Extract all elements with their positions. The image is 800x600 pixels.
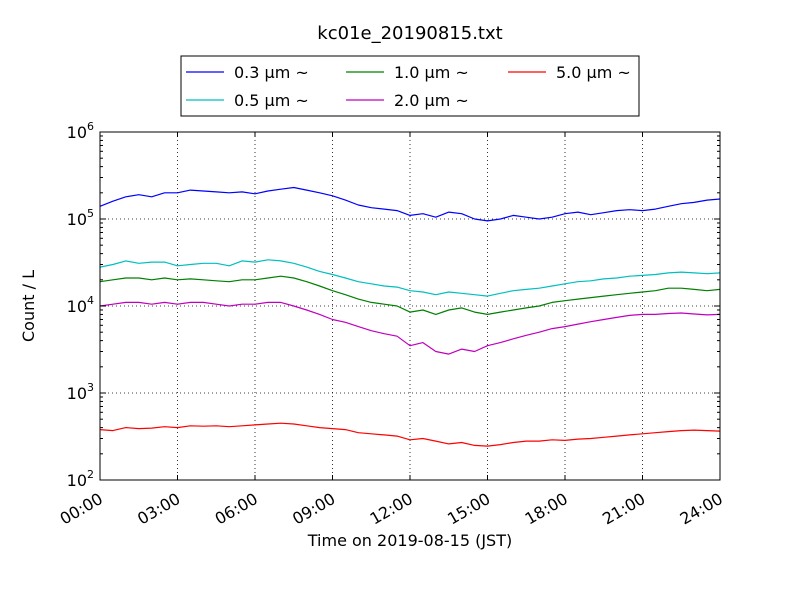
plot-area (99, 131, 721, 481)
legend-label: 0.3 μm ~ (234, 63, 309, 82)
x-axis-label: Time on 2019-08-15 (JST) (307, 531, 512, 550)
legend-label: 0.5 μm ~ (234, 91, 309, 110)
legend-label: 5.0 μm ~ (556, 63, 631, 82)
legend: 0.3 μm ~ 0.5 μm ~ 1.0 μm ~ 2.0 μm ~ 5.0 μm ~ (180, 55, 640, 117)
legend-label: 2.0 μm ~ (394, 91, 469, 110)
legend-label: 1.0 μm ~ (394, 63, 469, 82)
series-line (99, 422, 721, 447)
series-line (99, 259, 721, 297)
series-lines (99, 186, 721, 447)
series-line (99, 301, 721, 355)
series-line (99, 275, 721, 315)
chart-title: kc01e_20190815.txt (317, 23, 502, 44)
series-line (99, 186, 721, 222)
axis-ticks (99, 131, 721, 481)
y-axis-label: Count / L (19, 270, 38, 342)
grid (100, 132, 720, 480)
